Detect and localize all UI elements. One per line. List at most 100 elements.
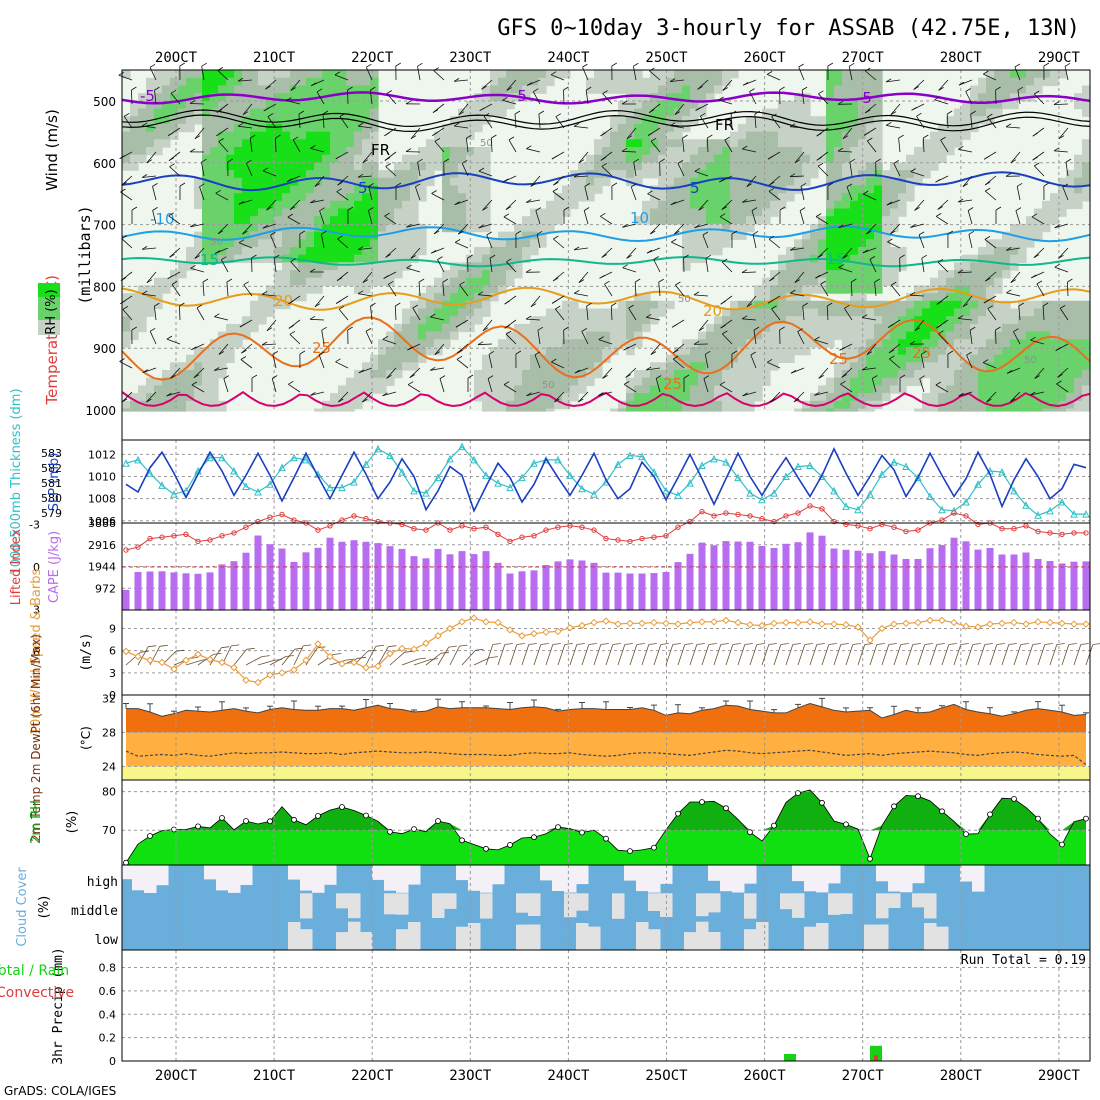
- rh-cell: [194, 400, 203, 410]
- rh-cell: [330, 185, 339, 194]
- rh-cell: [1042, 354, 1051, 363]
- wind-barb-flag: [410, 135, 417, 140]
- wind-barb-flag: [250, 134, 256, 139]
- rh-cell: [1082, 170, 1091, 179]
- rh-cell: [682, 108, 691, 117]
- rh-cell: [346, 277, 355, 286]
- rh-cell: [834, 93, 843, 102]
- rh-cell: [506, 239, 515, 248]
- y-tick-label: 500: [93, 95, 116, 109]
- rh-cell: [1058, 393, 1067, 402]
- rh-cell: [858, 154, 867, 163]
- wind-barb-flag: [707, 134, 713, 139]
- wind-barb-flag: [599, 274, 605, 279]
- wind-barb-flag: [525, 268, 532, 273]
- rh-cell: [1050, 200, 1059, 210]
- rh-cell: [258, 223, 267, 233]
- rh-cell: [994, 308, 1003, 317]
- rh-cell: [410, 200, 419, 210]
- rh-cell: [898, 362, 907, 371]
- rh-cell: [978, 370, 987, 379]
- rh-cell: [338, 254, 347, 263]
- rh-cell: [410, 308, 419, 317]
- rh-cell: [842, 370, 851, 379]
- rh-cell: [714, 400, 723, 410]
- rh-cell: [234, 108, 243, 117]
- rh-cell: [1050, 339, 1059, 348]
- rh-cell: [306, 277, 315, 286]
- rh-cell: [930, 162, 939, 171]
- rh-cell: [546, 316, 555, 325]
- rh-cell: [930, 362, 939, 371]
- rh-cell: [714, 154, 723, 163]
- rh-cell: [866, 177, 875, 187]
- wind-barb-flag: [503, 381, 510, 385]
- rh-cell: [482, 108, 491, 117]
- rh-cell: [890, 216, 899, 225]
- wind-barb: [358, 367, 373, 374]
- rh-cell: [370, 377, 379, 386]
- rh-cell: [202, 362, 211, 371]
- rh-cell: [1066, 177, 1075, 187]
- rh-cell: [714, 323, 723, 333]
- rh-cell: [218, 147, 227, 156]
- rh-cell: [802, 285, 811, 294]
- rh-cell: [234, 147, 243, 156]
- wind-barb-flag: [337, 181, 343, 186]
- rh-cell: [962, 362, 971, 371]
- rh-cell: [498, 100, 507, 110]
- rh-cell: [546, 400, 555, 410]
- rh-cell: [650, 200, 659, 210]
- wind-barb-flag: [838, 264, 845, 268]
- rh-cell: [1034, 331, 1043, 340]
- rh-cell: [1026, 239, 1035, 248]
- rh-cell: [322, 200, 331, 210]
- rh-cell: [682, 231, 691, 240]
- wind-barb: [969, 330, 973, 345]
- lifted-marker: [975, 521, 981, 528]
- rh-cell: [810, 323, 819, 333]
- thickness-marker: [866, 490, 874, 498]
- rh-cell: [962, 270, 971, 279]
- wind-barb: [794, 271, 805, 283]
- rh-cell: [1058, 339, 1067, 348]
- wind-speed-marker: [122, 647, 130, 656]
- wind-barb: [238, 125, 253, 129]
- rh-cell: [1042, 223, 1051, 233]
- rh-cell: [1082, 331, 1091, 340]
- rh-cell: [618, 77, 627, 87]
- rh-cell: [242, 223, 251, 233]
- rh-cell: [474, 200, 483, 210]
- wind-barb: [771, 308, 781, 321]
- rh-cell: [498, 408, 507, 412]
- rh-cell: [362, 193, 371, 202]
- rh-cell: [1026, 231, 1035, 240]
- cape-bar: [374, 543, 382, 610]
- wind-barb: [321, 330, 325, 345]
- rh-cell: [578, 316, 587, 325]
- rh-cell: [994, 93, 1003, 102]
- wind-barb-10m-flag: [996, 643, 1005, 645]
- wind-barb: [754, 114, 757, 129]
- wind-speed-marker: [770, 619, 778, 628]
- rh-cell: [626, 408, 635, 412]
- rh-cell: [378, 354, 387, 363]
- rh-cell: [442, 316, 451, 325]
- rh-cell: [490, 262, 499, 271]
- rh-cell: [1026, 385, 1035, 394]
- rh-cell: [1010, 77, 1019, 87]
- y-tick-label-cape: 972: [95, 582, 116, 595]
- wind-barb: [721, 261, 733, 273]
- rh-cell: [730, 400, 739, 410]
- rh-cell: [1002, 370, 1011, 379]
- wind-barb-flag: [246, 159, 252, 164]
- wind-barb: [417, 162, 421, 177]
- wind-barb-flag: [826, 302, 833, 307]
- wind-barb-10m-flag: [564, 643, 573, 645]
- rh-cell: [1082, 85, 1091, 94]
- rh-cell: [362, 116, 371, 125]
- wind-barb: [937, 199, 949, 210]
- wind-barb-flag: [171, 281, 178, 285]
- rh-cell: [986, 277, 995, 286]
- wind-barb-flag: [838, 224, 844, 229]
